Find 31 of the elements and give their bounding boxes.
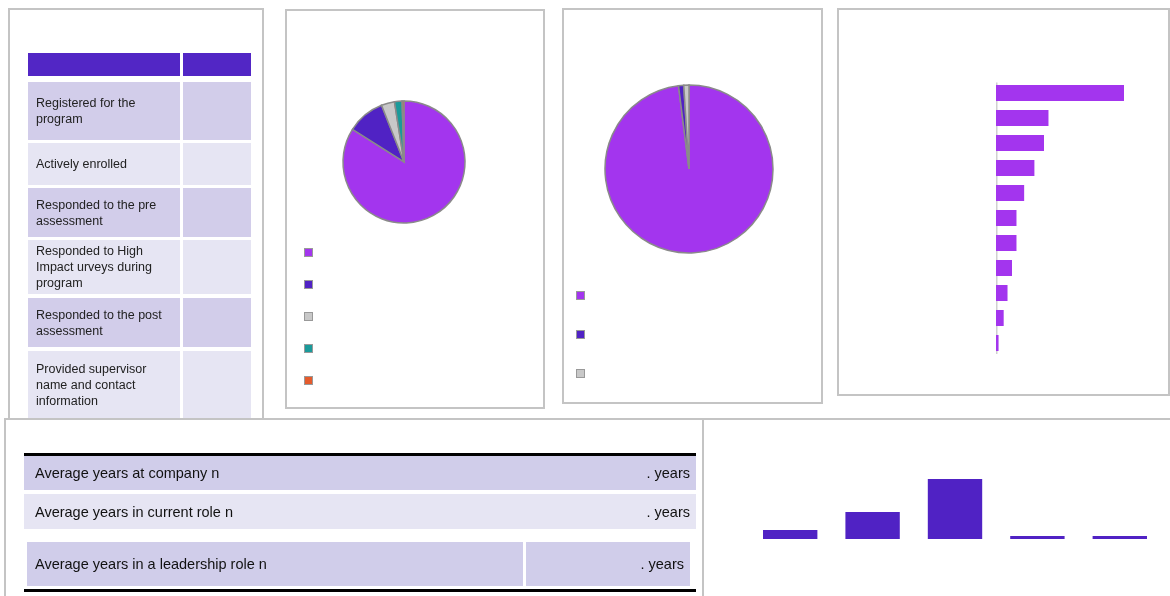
text: Registered for the program bbox=[28, 82, 180, 140]
bar bbox=[996, 185, 1025, 201]
pie-slice bbox=[351, 104, 405, 163]
pie-slice bbox=[342, 100, 466, 224]
bar bbox=[996, 235, 1017, 251]
text: Provided supervisor name and contact information bbox=[28, 351, 180, 419]
text: Responded to High Impact urveys during program bbox=[28, 240, 180, 294]
bar bbox=[996, 285, 1008, 301]
text: Actively enrolled bbox=[28, 143, 180, 185]
text: . years bbox=[526, 542, 690, 586]
bar bbox=[996, 135, 1044, 151]
text: Responded to the post assessment bbox=[28, 298, 180, 347]
text: Average years in a leadership role n bbox=[27, 542, 523, 586]
text: Responded to the pre assessment bbox=[28, 188, 180, 237]
bar bbox=[1092, 536, 1147, 539]
bar bbox=[996, 310, 1004, 326]
bar bbox=[927, 479, 983, 539]
bar bbox=[996, 335, 999, 351]
pie-slice bbox=[604, 84, 774, 254]
bar bbox=[996, 160, 1035, 176]
text: Average years in current role n bbox=[35, 503, 234, 520]
bar bbox=[996, 210, 1017, 226]
bar bbox=[996, 110, 1049, 126]
bar bbox=[996, 260, 1012, 276]
text: . years bbox=[645, 502, 691, 522]
text: Average years at company n bbox=[35, 465, 220, 481]
bar bbox=[845, 512, 900, 539]
bar bbox=[763, 530, 818, 539]
bar bbox=[996, 85, 1124, 101]
text: . years bbox=[645, 464, 691, 483]
bar bbox=[1010, 536, 1065, 539]
